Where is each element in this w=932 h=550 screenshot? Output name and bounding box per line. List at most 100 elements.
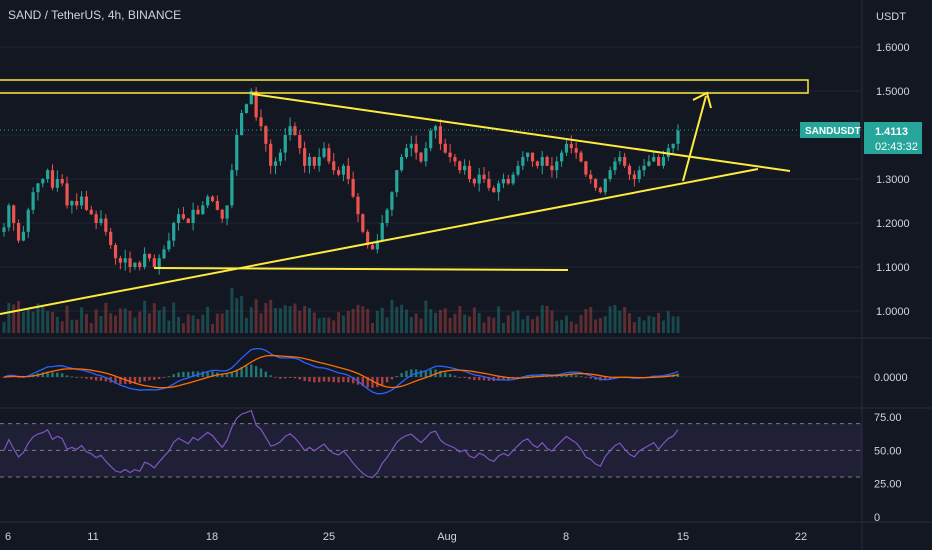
candle-body (540, 157, 544, 166)
volume-bar (550, 310, 554, 333)
volume-bar (371, 322, 375, 333)
volume-bar (46, 311, 50, 333)
volume-bar (235, 298, 239, 333)
candle-body (370, 245, 375, 250)
breakout-arrow-shaft (682, 95, 707, 182)
candle-body (278, 152, 282, 162)
volume-bar (128, 311, 132, 333)
price-tick-label: 1.5000 (876, 86, 910, 98)
macd-histogram-bar (322, 377, 326, 382)
macd-histogram-bar (376, 377, 379, 388)
macd-histogram-bar (99, 377, 103, 381)
volume-bar (608, 306, 612, 333)
candle-body (574, 148, 578, 153)
volume-bar (264, 303, 268, 333)
ascending-trendline (0, 168, 759, 315)
macd-histogram-bar (201, 371, 205, 377)
candle-body (341, 165, 346, 175)
macd-histogram-bar (114, 377, 117, 384)
macd-histogram-bar (458, 377, 461, 378)
candle-body (414, 143, 418, 153)
candle-body (60, 179, 64, 184)
volume-bar (21, 312, 25, 333)
macd-histogram-bar (182, 371, 185, 377)
macd-histogram-bar (177, 372, 180, 377)
signal-line (3, 354, 679, 389)
candle-body (264, 126, 268, 144)
price-tick-label: 1.3000 (876, 174, 910, 186)
candle-body (230, 170, 234, 206)
price-tag-countdown: 02:43:32 (875, 141, 918, 153)
candle-body (390, 192, 394, 210)
volume-bar (652, 316, 656, 333)
macd-histogram-bar (487, 377, 491, 381)
candle-body (65, 183, 69, 206)
trend-drawings[interactable] (0, 79, 809, 315)
candle-body (79, 196, 84, 206)
macd-histogram-bar (279, 377, 282, 379)
macd-histogram-bar (507, 377, 510, 380)
macd-histogram-bar (429, 369, 432, 377)
candle-body (535, 161, 539, 166)
candle-body (118, 258, 122, 263)
volume-bar (206, 306, 210, 333)
macd-histogram-bar (594, 377, 597, 380)
symbol-title[interactable]: SAND / TetherUS, 4h, BINANCE (8, 8, 182, 22)
candle-body (380, 223, 384, 241)
candle-body (133, 262, 137, 267)
candle-body (361, 214, 365, 232)
volume-bar (603, 316, 607, 333)
volume-bar (671, 316, 675, 333)
candle-body (7, 205, 11, 228)
time-tick-label: 22 (795, 531, 807, 543)
candle-body (584, 161, 588, 175)
macd-histogram-bar (128, 377, 132, 384)
macd-histogram-bar (167, 376, 171, 377)
candle-body (215, 201, 219, 210)
time-tick-label: 11 (87, 531, 98, 543)
volume-bar (429, 309, 433, 333)
volume-bar (65, 305, 69, 333)
volume-bar (94, 309, 98, 333)
candle-body (317, 157, 321, 166)
volume-bar (458, 306, 462, 333)
volume-bar (337, 312, 341, 333)
volume-bar (637, 316, 641, 333)
candle-body (225, 205, 229, 219)
volume-bar (186, 314, 190, 333)
volume-bar (225, 309, 229, 333)
candle-body (21, 231, 25, 241)
volume-bar (55, 316, 59, 333)
volume-bar (220, 313, 224, 333)
volume-bar (327, 317, 331, 333)
macd-histogram-bar (444, 372, 447, 377)
volume-bar (307, 308, 311, 333)
volume-bar (511, 311, 515, 333)
volume-bar (506, 315, 510, 333)
macd-histogram-bar (405, 370, 408, 377)
candle-body (55, 179, 59, 188)
volume-bar (623, 306, 627, 333)
macd-histogram-bar (65, 375, 69, 377)
macd-histogram-bar (51, 372, 54, 377)
volume-bar (249, 307, 253, 333)
volume-bar (361, 306, 365, 333)
volume-bar (472, 307, 476, 333)
volume-bar (424, 300, 428, 333)
volume-bar (303, 305, 307, 333)
macd-line (3, 347, 679, 395)
macd-histogram-bar (400, 373, 403, 377)
volume-bar (26, 309, 30, 333)
volume-bar (380, 307, 384, 333)
candle-body (26, 209, 30, 232)
volume-bar (211, 323, 215, 333)
volume-bar (419, 318, 423, 333)
volume-bar (521, 319, 525, 333)
candle-body (637, 170, 641, 179)
volume-bar (395, 306, 399, 333)
candle-body (550, 165, 554, 171)
macd-histogram-bar (56, 372, 59, 377)
volume-bar (138, 311, 142, 333)
